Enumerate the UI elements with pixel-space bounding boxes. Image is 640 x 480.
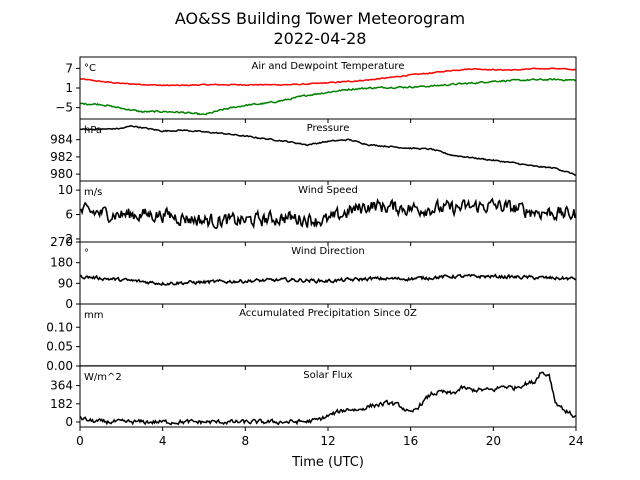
- y-tick-label-0-0: 7: [65, 61, 73, 75]
- x-tick-label-5: 20: [486, 434, 501, 448]
- panel-unit-2: m/s: [84, 187, 102, 198]
- y-tick-label-2-0: 10: [58, 183, 73, 197]
- y-tick-label-0-2: −5: [55, 101, 73, 115]
- y-tick-label-1-1: 982: [50, 150, 73, 164]
- y-tick-label-4-1: 0.05: [46, 340, 73, 354]
- chart-subtitle: 2022-04-28: [274, 29, 367, 48]
- panel-title-1: Pressure: [307, 123, 350, 134]
- series-line-1-0: [80, 124, 576, 176]
- panel-unit-4: mm: [84, 310, 103, 321]
- y-tick-label-3-0: 270: [50, 235, 73, 249]
- x-tick-label-3: 12: [320, 434, 335, 448]
- series-line-2-0: [80, 197, 576, 230]
- x-tick-label-4: 16: [403, 434, 418, 448]
- panel-unit-5: W/m^2: [84, 372, 122, 383]
- panel-4: 0.10 0.05 0.00 mm Accumulated Precipitation …: [46, 303, 577, 373]
- x-axis-label: Time (UTC): [291, 455, 364, 470]
- series-line-0-0: [80, 67, 576, 87]
- panel-title-2: Wind Speed: [298, 185, 358, 196]
- x-tick-label-0: 0: [76, 434, 84, 448]
- series-line-0-1: [80, 77, 576, 116]
- y-tick-label-5-1: 182: [50, 397, 73, 411]
- y-tick-label-1-2: 980: [50, 167, 73, 181]
- x-axis: 0 4 8 12 16 20 24: [76, 434, 583, 448]
- panels-group: 7 1 −5 °C Air and Dewpoint Temperature 984 982…: [46, 56, 577, 431]
- y-tick-label-5-0: 364: [50, 379, 73, 393]
- panel-3: 270 180 90 0 ° Wind Direction: [50, 235, 577, 311]
- panel-title-4: Accumulated Precipitation Since 0Z: [239, 308, 417, 319]
- series-line-5-0: [80, 371, 576, 426]
- panel-unit-1: hPa: [84, 125, 102, 136]
- panel-unit-3: °: [84, 248, 89, 259]
- y-tick-label-4-2: 0.00: [46, 359, 73, 373]
- panel-5: 364 182 0 W/m^2 Solar Flux: [50, 365, 577, 431]
- series-line-3-0: [80, 273, 576, 287]
- y-tick-label-1-0: 984: [50, 133, 73, 147]
- panel-title-3: Wind Direction: [291, 246, 365, 257]
- y-tick-label-2-2: 2: [65, 232, 73, 246]
- y-tick-label-0-1: 1: [65, 81, 73, 95]
- panel-2: 10 6 2 m/s Wind Speed: [58, 180, 577, 246]
- y-tick-label-5-2: 0: [65, 415, 73, 429]
- panel-title-5: Solar Flux: [303, 370, 353, 381]
- y-tick-label-3-2: 90: [58, 276, 73, 290]
- y-tick-label-3-3: 0: [65, 297, 73, 311]
- x-tick-label-6: 24: [568, 434, 583, 448]
- y-tick-label-4-0: 0.10: [46, 320, 73, 334]
- panel-1: 984 982 980 hPa Pressure: [50, 118, 577, 185]
- y-tick-label-2-1: 6: [65, 208, 73, 222]
- x-tick-label-2: 8: [242, 434, 250, 448]
- chart-title: AO&SS Building Tower Meteorogram: [175, 9, 465, 28]
- y-tick-label-3-1: 180: [50, 256, 73, 270]
- panel-title-0: Air and Dewpoint Temperature: [252, 61, 405, 72]
- panel-unit-0: °C: [84, 63, 96, 74]
- panel-0: 7 1 −5 °C Air and Dewpoint Temperature: [55, 56, 577, 123]
- x-tick-label-1: 4: [159, 434, 167, 448]
